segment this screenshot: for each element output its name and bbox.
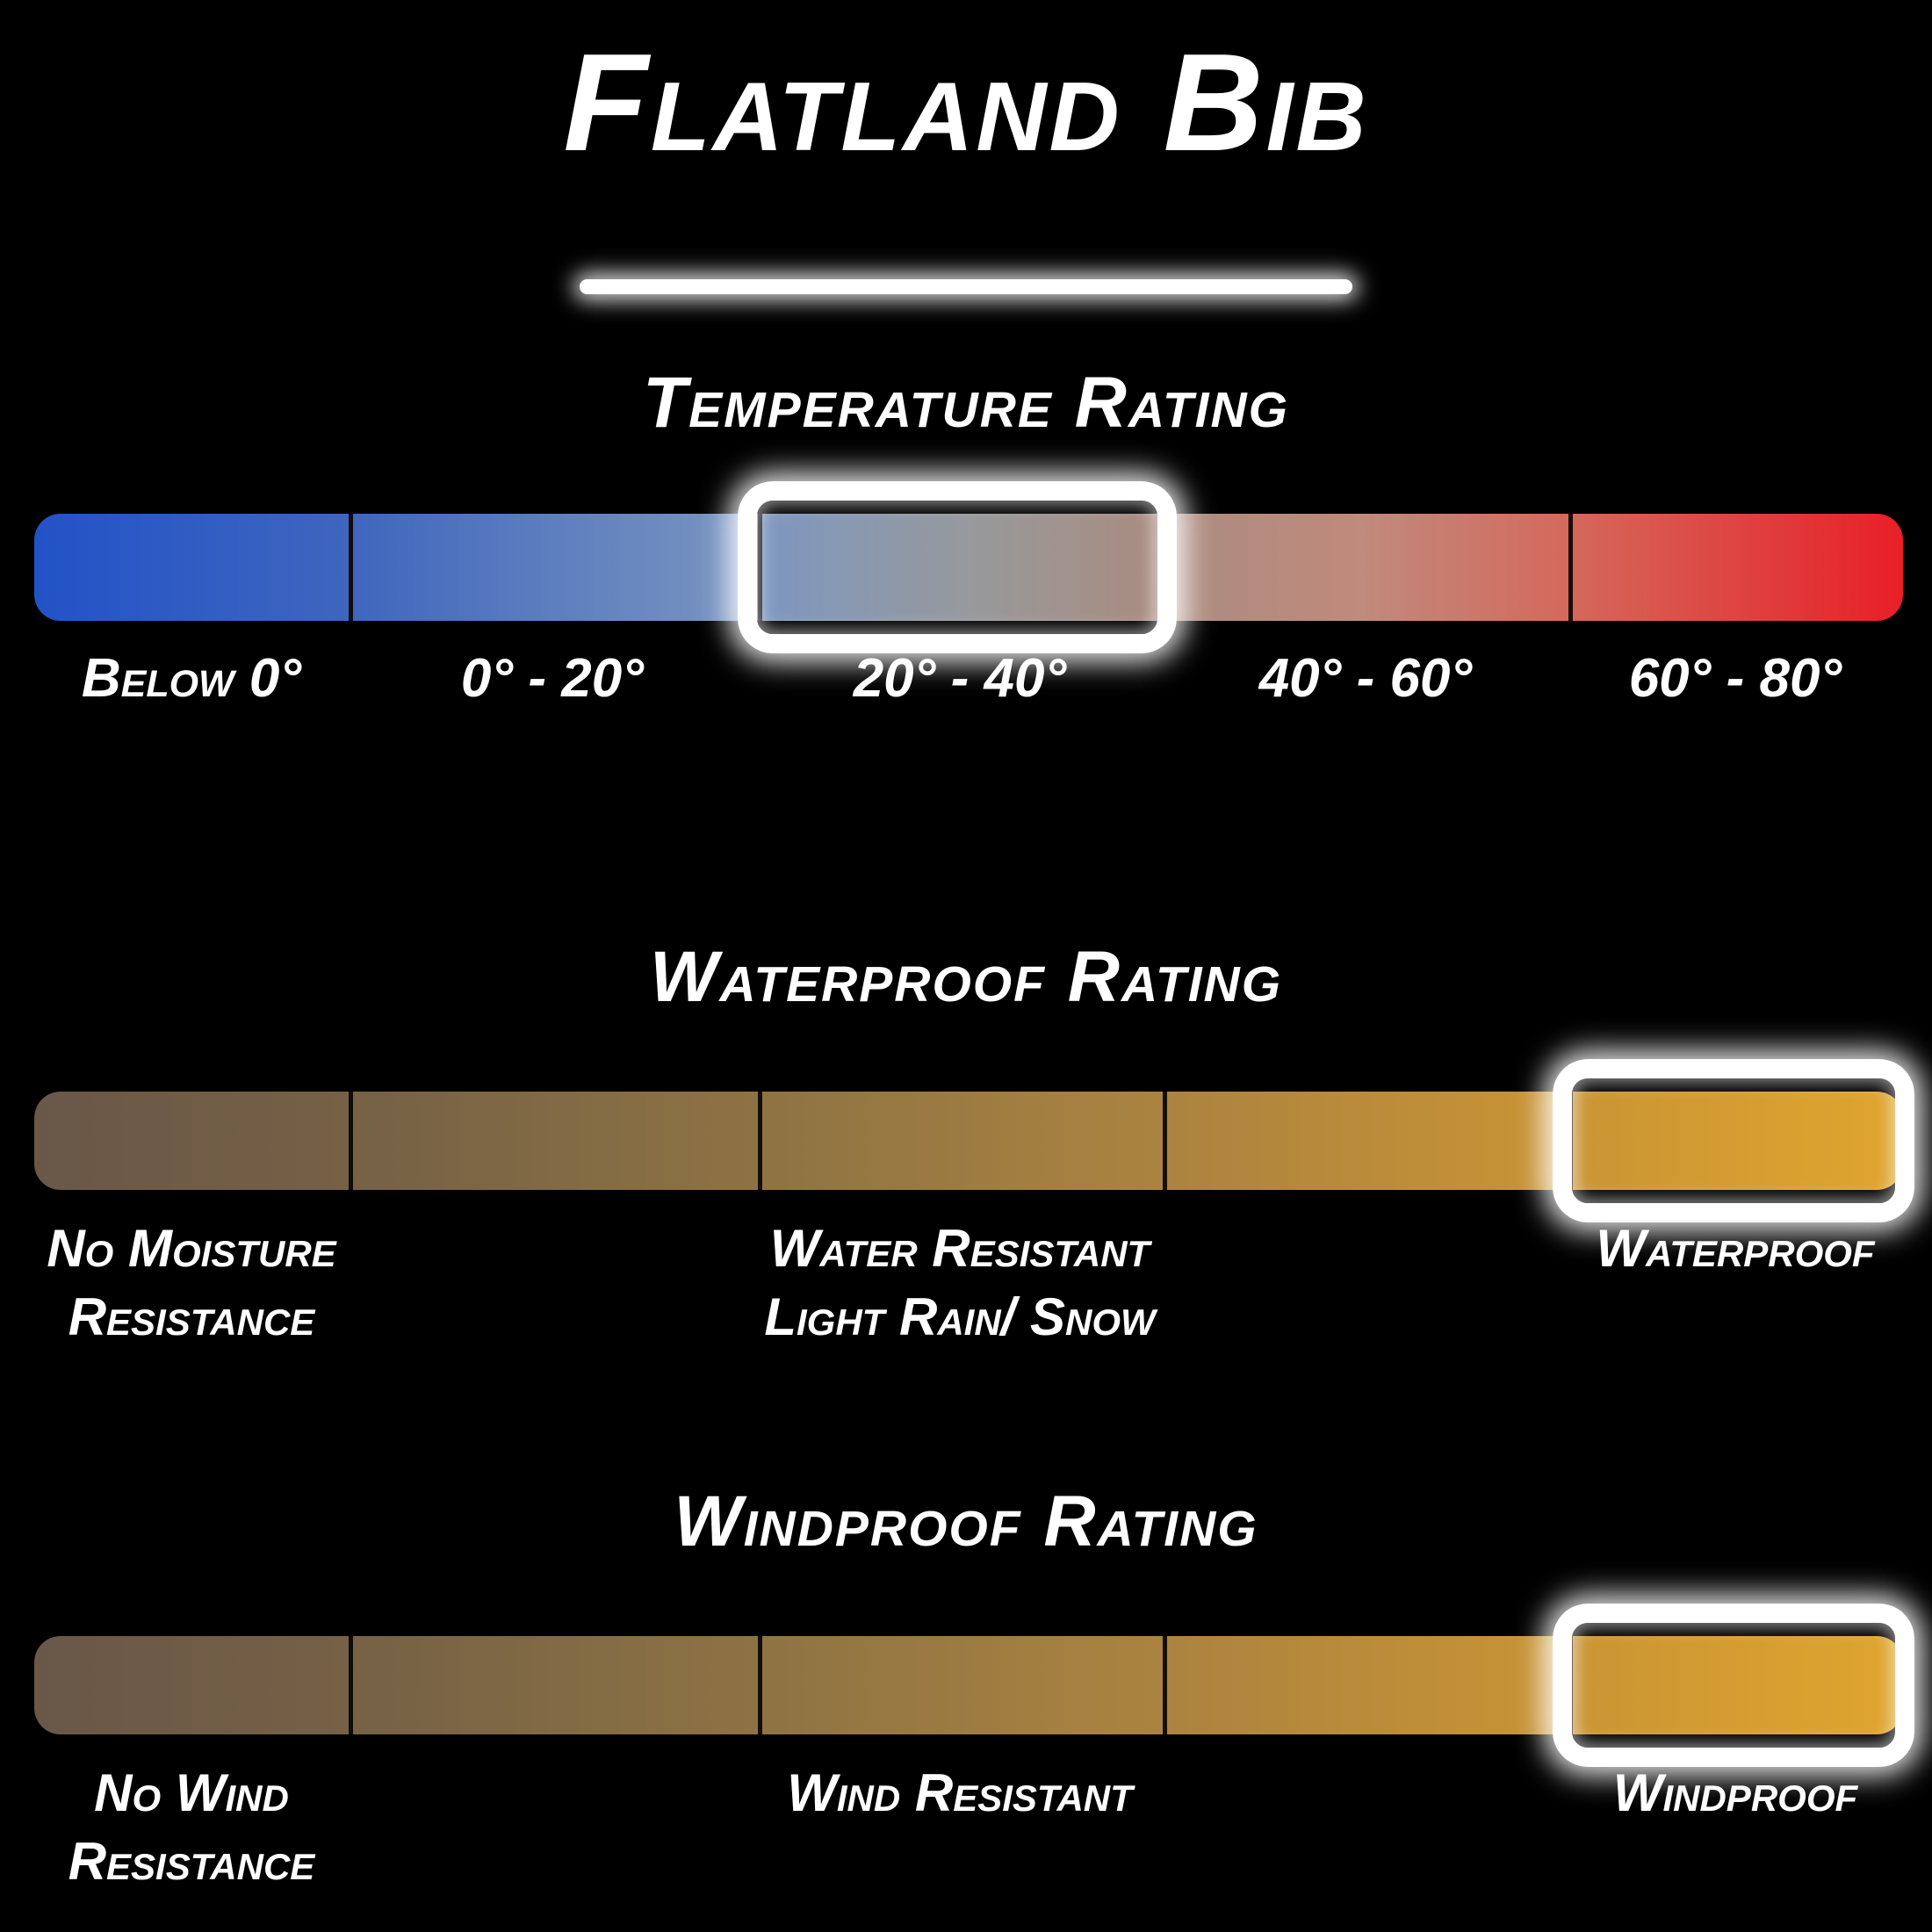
title-underline: [580, 279, 1352, 294]
windproof-label: Wind Resistant: [787, 1763, 1133, 1822]
waterproof-label: Water Resistant Light Rain/ Snow: [764, 1219, 1156, 1346]
temperature-selected-highlight: [738, 481, 1177, 653]
waterproof-label: Waterproof: [1596, 1219, 1875, 1278]
temperature-label: 20° - 40°: [853, 648, 1067, 709]
windproof-selected-highlight: [1553, 1604, 1914, 1767]
waterproof-scale-bar: [34, 1092, 1903, 1190]
windproof-scale-bar: [34, 1636, 1903, 1734]
temperature-label: Below 0°: [81, 648, 302, 709]
temperature-label: 60° - 80°: [1628, 648, 1842, 709]
segment-divider: [348, 1092, 353, 1190]
segment-divider: [757, 514, 762, 621]
segment-divider: [1568, 514, 1574, 621]
segment-divider: [348, 1636, 353, 1734]
segment-divider: [1163, 1092, 1168, 1190]
waterproof-selected-highlight: [1553, 1059, 1914, 1222]
product-title: Flatland Bib: [563, 25, 1369, 180]
segment-divider: [1163, 1636, 1168, 1734]
temperature-scale-bar: [34, 514, 1903, 621]
windproof-label: Windproof: [1612, 1763, 1858, 1822]
segment-divider: [348, 514, 353, 621]
temperature-heading: Temperature Rating: [643, 363, 1289, 443]
waterproof-heading: Waterproof Rating: [649, 937, 1283, 1017]
temperature-label: 40° - 60°: [1258, 648, 1473, 709]
segment-divider: [757, 1636, 762, 1734]
segment-divider: [757, 1092, 762, 1190]
windproof-label: No Wind Resistance: [68, 1763, 315, 1891]
waterproof-label: No Moisture Resistance: [47, 1219, 336, 1346]
windproof-heading: Windproof Rating: [674, 1481, 1258, 1561]
temperature-label: 0° - 20°: [460, 648, 645, 709]
